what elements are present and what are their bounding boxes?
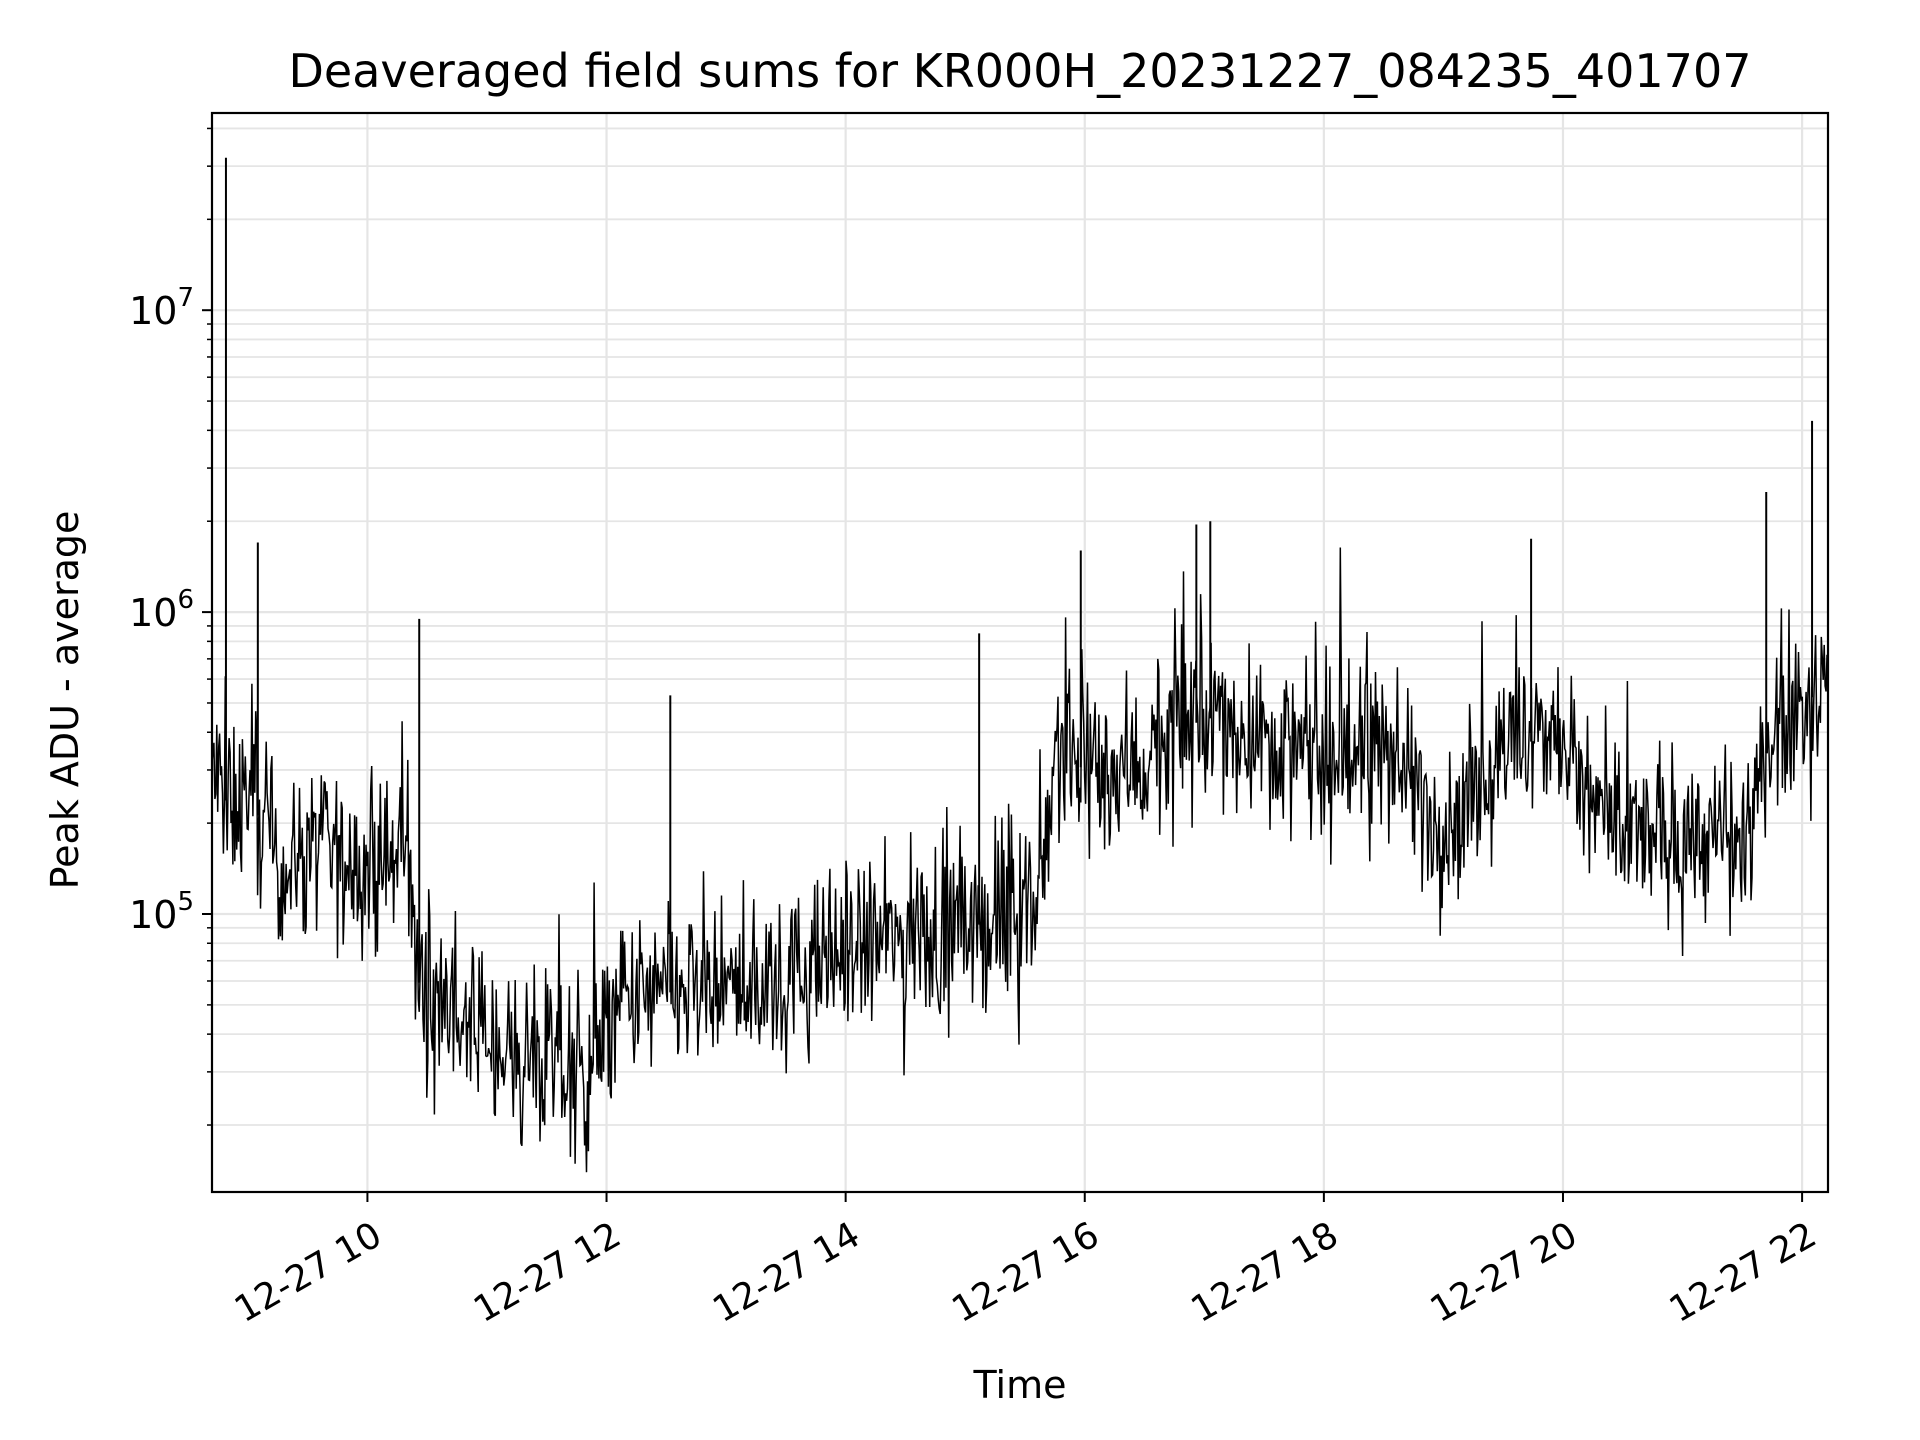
- x-tick-label: 12-27 14: [706, 1214, 867, 1330]
- series-group: [211, 157, 1829, 1173]
- chart-title: Deaveraged field sums for KR000H_2023122…: [288, 44, 1752, 98]
- axes-frame: [210, 111, 1830, 1194]
- x-tick-label: 12-27 18: [1184, 1214, 1345, 1330]
- x-tick-label: 12-27 16: [945, 1214, 1106, 1330]
- x-tick-label: 12-27 22: [1663, 1214, 1824, 1330]
- x-tick-label: 12-27 10: [228, 1214, 389, 1330]
- y-tick-label: 105: [129, 887, 194, 937]
- x-axis-label: Time: [973, 1363, 1067, 1407]
- y-tick-label: 106: [129, 585, 194, 635]
- x-tick-label: 12-27 12: [467, 1214, 628, 1330]
- y-tick-label: 107: [129, 283, 194, 333]
- data-series-line: [211, 547, 1829, 1173]
- y-axis-label: Peak ADU - average: [43, 510, 87, 890]
- x-tick-label: 12-27 20: [1424, 1214, 1585, 1330]
